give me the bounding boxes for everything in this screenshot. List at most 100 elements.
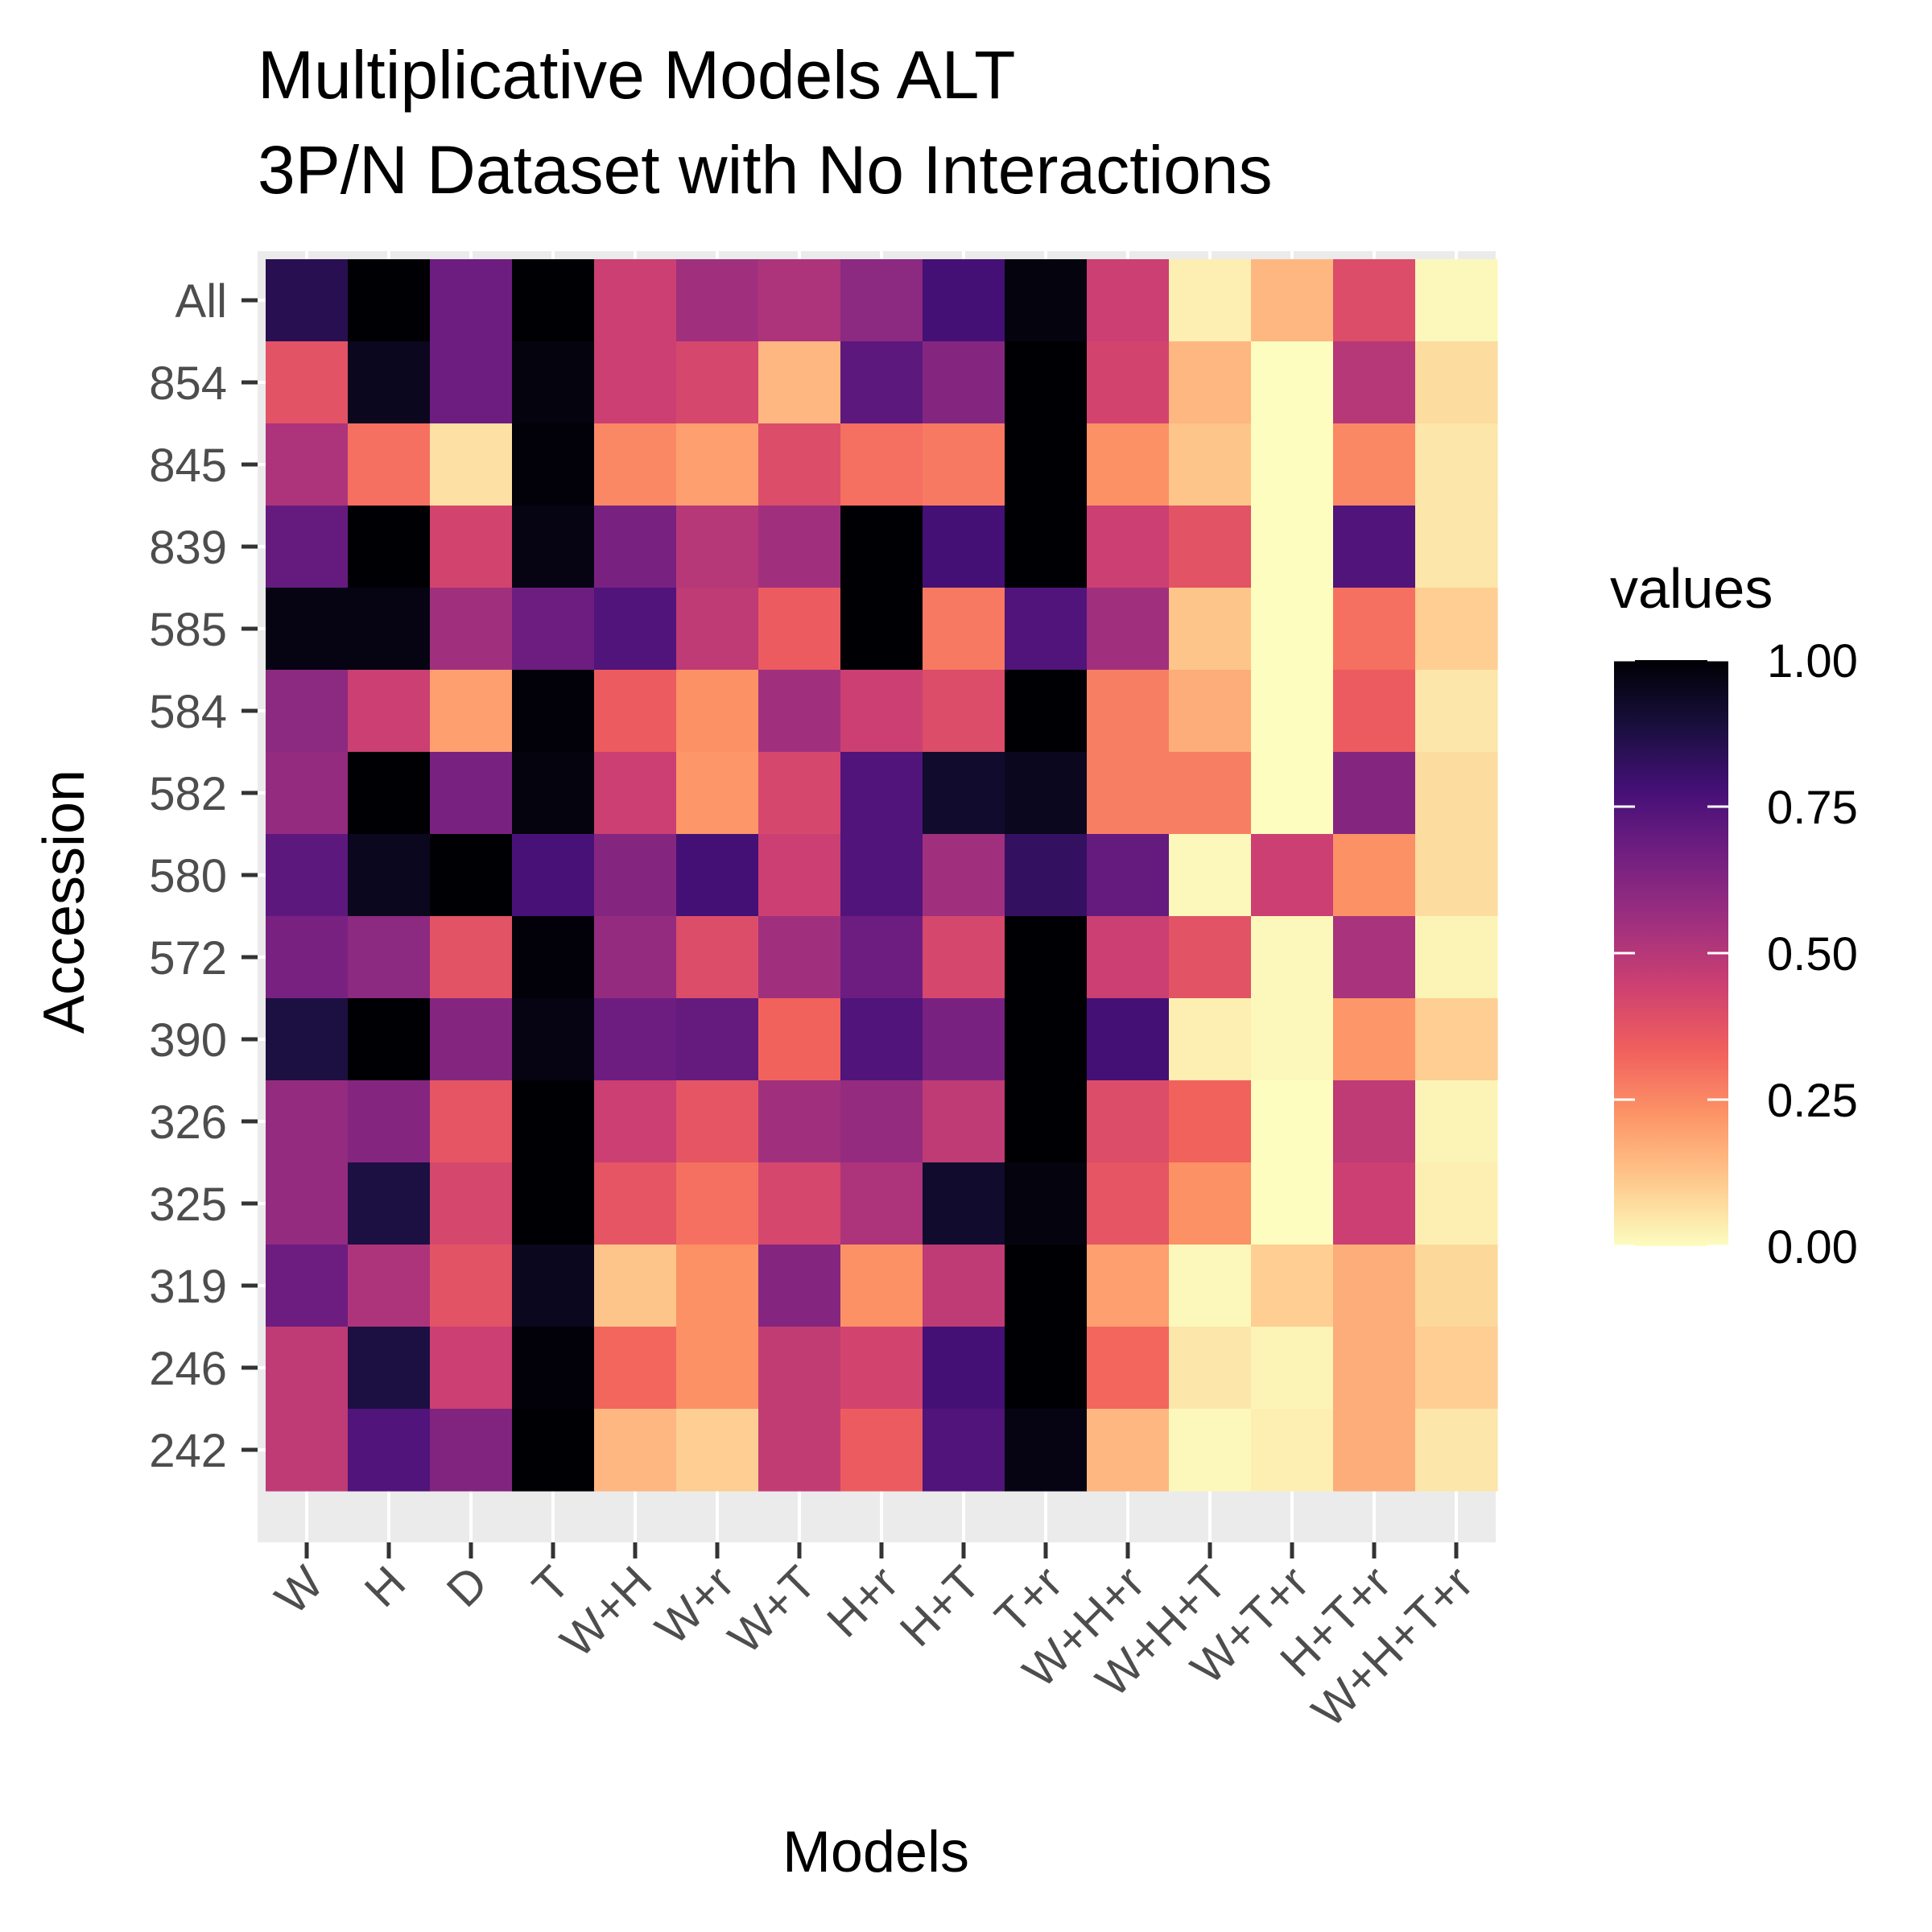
y-tick-label: 326 [149, 1096, 227, 1149]
heatmap-cell [758, 670, 841, 753]
y-tick-label: 585 [149, 604, 227, 656]
heatmap-cell [512, 423, 595, 506]
heatmap-cell [1005, 916, 1088, 999]
heatmap-cell [430, 259, 513, 342]
heatmap-cell [1087, 1327, 1170, 1410]
heatmap-cell [840, 834, 923, 917]
heatmap-cell [430, 834, 513, 917]
heatmap-cell [430, 752, 513, 835]
heatmap-cell [1087, 1409, 1170, 1492]
heatmap-cell [430, 1245, 513, 1327]
heatmap-cell [676, 998, 759, 1081]
heatmap-cell [1251, 506, 1334, 588]
heatmap-cell [1005, 1245, 1088, 1327]
heatmap-cell [1169, 1162, 1252, 1245]
heatmap-cell [676, 1162, 759, 1245]
heatmap-cell [512, 341, 595, 424]
y-tick-label: 584 [149, 686, 227, 738]
heatmap-cell [1251, 1409, 1334, 1492]
y-tick-label: 246 [149, 1343, 227, 1395]
heatmap-cell [1251, 259, 1334, 342]
heatmap-cell [266, 1162, 349, 1245]
heatmap-cell [1251, 1245, 1334, 1327]
heatmap-cell [758, 1080, 841, 1163]
heatmap-cell [512, 916, 595, 999]
heatmap-cell [676, 423, 759, 506]
heatmap-cell [1005, 259, 1088, 342]
y-tick-label: All [175, 275, 227, 328]
heatmap-cell [1169, 1409, 1252, 1492]
heatmap-cell [594, 1409, 677, 1492]
heatmap-cell [266, 1080, 349, 1163]
y-tick-label: 319 [149, 1261, 227, 1313]
heatmap-cell [1005, 1409, 1088, 1492]
chart-title-line-2: 3P/N Dataset with No Interactions [258, 132, 1273, 208]
heatmap-cell [923, 998, 1005, 1081]
heatmap-cell [840, 506, 923, 588]
heatmap-cell [840, 259, 923, 342]
y-tick-label: 325 [149, 1179, 227, 1231]
colorbar-tick-label: 0.25 [1767, 1075, 1858, 1127]
heatmap-cell [1005, 752, 1088, 835]
heatmap-cell [676, 341, 759, 424]
y-tick-label: 845 [149, 440, 227, 492]
heatmap-cell [266, 834, 349, 917]
heatmap-cell [594, 423, 677, 506]
x-tick-label: W+H [551, 1556, 662, 1667]
heatmap-cell [1005, 506, 1088, 588]
heatmap-cell [1087, 834, 1170, 917]
heatmap-cell [1251, 834, 1334, 917]
heatmap-cell [1087, 916, 1170, 999]
heatmap-cell [1415, 588, 1498, 671]
y-tick-label: 390 [149, 1014, 227, 1067]
heatmap-cell [1333, 1080, 1416, 1163]
heatmap-cell [1333, 752, 1416, 835]
heatmap-cell [348, 423, 431, 506]
heatmap-cell [1005, 341, 1088, 424]
x-axis-title: Models [782, 1820, 969, 1885]
heatmap-cell [1169, 588, 1252, 671]
heatmap-cell [1087, 423, 1170, 506]
heatmap-cell [758, 423, 841, 506]
heatmap-cell [512, 834, 595, 917]
heatmap-cell [923, 834, 1005, 917]
heatmap-cell [1005, 1327, 1088, 1410]
heatmap-cell [840, 588, 923, 671]
heatmap-cell [1333, 1162, 1416, 1245]
heatmap-cell [1169, 834, 1252, 917]
heatmap-cell [1169, 259, 1252, 342]
heatmap-cell [348, 998, 431, 1081]
heatmap-cell [1251, 916, 1334, 999]
heatmap-cell [923, 341, 1005, 424]
heatmap-cell [1415, 1162, 1498, 1245]
heatmap-cell [348, 752, 431, 835]
heatmap-cell [1415, 752, 1498, 835]
y-tick-label: 839 [149, 522, 227, 574]
heatmap-cell [348, 834, 431, 917]
heatmap-cell [348, 1080, 431, 1163]
x-tick-label: W [266, 1556, 334, 1624]
heatmap-cell [1251, 752, 1334, 835]
x-tick-label: W+r [646, 1556, 744, 1654]
heatmap-cell [1005, 834, 1088, 917]
heatmap-cell [840, 1245, 923, 1327]
heatmap-cell [348, 1162, 431, 1245]
heatmap-cell [840, 916, 923, 999]
heatmap-cell [348, 341, 431, 424]
heatmap-cell [758, 752, 841, 835]
heatmap-cell [266, 259, 349, 342]
y-tick-label: 854 [149, 357, 227, 410]
heatmap-cell [430, 341, 513, 424]
heatmap-cell [676, 1245, 759, 1327]
heatmap-cell [840, 1327, 923, 1410]
heatmap-cell [512, 588, 595, 671]
heatmap-cell [1415, 1327, 1498, 1410]
y-tick-label: 572 [149, 932, 227, 985]
chart-title-line-1: Multiplicative Models ALT [258, 37, 1015, 113]
legend-title: values [1610, 557, 1773, 620]
heatmap-cell [266, 998, 349, 1081]
heatmap-cell [430, 423, 513, 506]
heatmap-cell [512, 998, 595, 1081]
heatmap-cell [1251, 423, 1334, 506]
